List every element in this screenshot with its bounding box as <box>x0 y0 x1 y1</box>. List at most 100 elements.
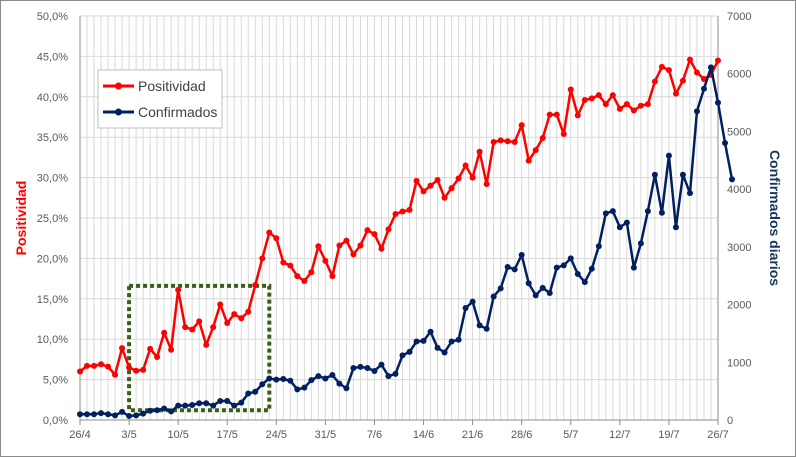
point-confirmados <box>119 408 126 415</box>
x-tick-label: 26/4 <box>69 429 90 441</box>
point-positividad <box>406 206 413 213</box>
point-confirmados <box>91 411 98 418</box>
point-confirmados <box>539 284 546 291</box>
x-tick-label: 14/6 <box>413 429 434 441</box>
point-positividad <box>525 157 532 164</box>
point-positividad <box>385 226 392 233</box>
point-confirmados <box>224 397 231 404</box>
legend-marker-positividad <box>115 82 122 90</box>
point-positividad <box>581 97 588 104</box>
point-positividad <box>392 210 399 217</box>
point-confirmados <box>462 305 469 312</box>
point-positividad <box>364 227 371 234</box>
point-confirmados <box>315 373 322 380</box>
x-tick-label: 28/6 <box>511 429 532 441</box>
point-positividad <box>644 101 651 108</box>
point-confirmados <box>504 264 511 271</box>
point-confirmados <box>490 293 497 300</box>
point-positividad <box>252 282 259 289</box>
x-tick-label: 10/5 <box>167 429 188 441</box>
point-confirmados <box>616 224 623 231</box>
point-positividad <box>91 362 98 369</box>
point-positividad <box>301 278 308 285</box>
x-tick-label: 17/5 <box>217 429 238 441</box>
point-confirmados <box>336 380 343 387</box>
y-left-tick-label: 0,0% <box>43 415 68 427</box>
point-confirmados <box>715 99 721 106</box>
point-positividad <box>168 346 175 353</box>
point-positividad <box>434 177 441 184</box>
point-confirmados <box>546 290 553 297</box>
point-confirmados <box>574 270 581 277</box>
point-confirmados <box>105 411 112 418</box>
point-confirmados <box>651 171 658 178</box>
point-confirmados <box>399 352 406 359</box>
point-confirmados <box>308 377 315 384</box>
point-positividad <box>616 105 623 112</box>
point-confirmados <box>413 338 420 345</box>
point-confirmados <box>154 407 161 414</box>
point-positividad <box>693 69 700 76</box>
point-positividad <box>287 262 294 269</box>
x-tick-label: 12/7 <box>609 429 630 441</box>
point-confirmados <box>357 363 364 370</box>
x-tick-label: 7/6 <box>367 429 382 441</box>
point-positividad <box>126 364 133 371</box>
point-confirmados <box>518 251 525 258</box>
point-positividad <box>462 162 469 169</box>
dotted-highlight-rect <box>127 283 272 413</box>
y-axis-left: 0,0% 5,0% 10,0% 15,0% 20,0% 25,0% 30,0% 35,0% 40… <box>37 11 81 427</box>
point-positividad <box>245 308 252 315</box>
point-confirmados <box>679 171 686 178</box>
point-positividad <box>595 92 602 99</box>
point-confirmados <box>371 367 378 374</box>
point-confirmados <box>231 402 238 409</box>
point-confirmados <box>161 405 168 412</box>
y-axis-right: 0 1000 2000 3000 4000 5000 6000 7000 <box>717 11 751 427</box>
point-confirmados <box>511 266 518 273</box>
point-confirmados <box>175 402 182 409</box>
point-positividad <box>476 148 483 155</box>
point-positividad <box>217 301 224 308</box>
legend-label-confirmados: Confirmados <box>138 104 217 120</box>
y-axis-left-title: Positividad <box>13 181 29 256</box>
point-confirmados <box>427 328 434 335</box>
point-confirmados <box>455 336 462 343</box>
series-line-confirmados <box>80 66 734 418</box>
point-confirmados <box>630 264 637 271</box>
point-positividad <box>329 273 336 280</box>
point-confirmados <box>722 139 729 146</box>
point-confirmados <box>623 219 630 226</box>
point-positividad <box>539 135 546 142</box>
point-confirmados <box>385 373 392 380</box>
point-positividad <box>455 175 462 182</box>
point-confirmados <box>672 224 679 231</box>
point-confirmados <box>140 410 147 417</box>
point-positividad <box>413 177 420 184</box>
point-confirmados <box>602 210 609 217</box>
point-confirmados <box>189 401 196 408</box>
point-confirmados <box>133 412 140 419</box>
point-confirmados <box>126 412 133 419</box>
point-confirmados <box>441 349 448 356</box>
point-confirmados <box>294 386 301 393</box>
point-positividad <box>259 255 266 262</box>
y-right-tick-label: 5000 <box>727 126 751 138</box>
point-confirmados <box>567 255 574 262</box>
point-confirmados <box>686 190 693 197</box>
point-positividad <box>490 139 497 146</box>
x-tick-label: 19/7 <box>658 429 679 441</box>
y-left-tick-label: 5,0% <box>43 375 68 387</box>
y-left-tick-label: 30,0% <box>37 173 68 185</box>
point-positividad <box>84 362 91 369</box>
point-positividad <box>630 107 637 114</box>
y-left-tick-label: 25,0% <box>37 213 68 225</box>
point-positividad <box>420 188 427 195</box>
x-tick-label: 24/5 <box>266 429 287 441</box>
point-positividad <box>637 102 644 109</box>
point-confirmados <box>378 361 385 368</box>
point-positividad <box>511 139 518 146</box>
point-positividad <box>686 56 693 63</box>
point-confirmados <box>287 377 294 384</box>
